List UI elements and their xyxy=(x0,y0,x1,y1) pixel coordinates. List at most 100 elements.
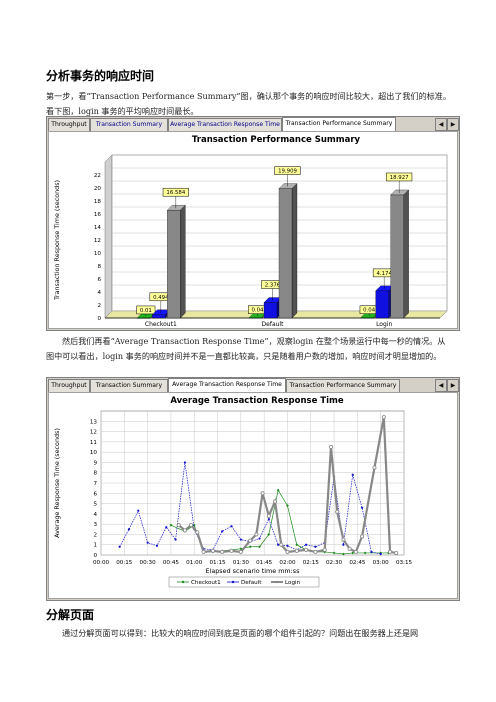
analysis-window-2: Throughput Transaction Summary Average T… xyxy=(46,377,460,601)
tab-transaction-performance-summary[interactable]: Transaction Performance Summary xyxy=(286,379,400,392)
data-label: 0.494 xyxy=(153,295,169,301)
tab-throughput[interactable]: Throughput xyxy=(48,118,90,131)
data-point xyxy=(360,506,364,509)
x-tick-label: 03:15 xyxy=(396,560,413,566)
data-point xyxy=(260,491,265,496)
chart-side-wall xyxy=(104,154,113,319)
tab-average-transaction-response-time[interactable]: Average Transaction Response Time xyxy=(168,378,286,393)
data-point xyxy=(195,530,200,535)
bar xyxy=(390,194,404,319)
y-tick-label: 7 xyxy=(93,481,97,487)
data-point xyxy=(379,552,382,556)
y-tick-label: 1 xyxy=(93,543,97,549)
data-point xyxy=(279,542,284,547)
average-transaction-response-time-chart: Average Transaction Response Time0123456… xyxy=(53,396,413,588)
page-breakdown-paragraph: 通过分解页面可以得到：比较大的响应时间到底是页面的哪个组件引起的？问题出在服务器… xyxy=(62,628,419,638)
y-tick-label: 12 xyxy=(94,238,101,244)
data-point xyxy=(118,545,121,548)
data-label: 0.04 xyxy=(363,308,376,314)
tab-scroll-left-icon[interactable]: ◀ xyxy=(435,118,447,131)
data-point xyxy=(351,473,354,476)
intro-paragraph: 第一步，看“Transaction Performance Summary”图，… xyxy=(46,91,451,117)
y-tick-label: 4 xyxy=(93,512,97,518)
data-point xyxy=(176,523,181,528)
data-point xyxy=(332,551,336,555)
data-point xyxy=(323,550,327,554)
y-tick-label: 11 xyxy=(90,440,98,446)
data-point xyxy=(342,552,345,556)
tab-strip: Throughput Transaction Summary Average T… xyxy=(47,117,459,132)
tab-average-transaction-response-time[interactable]: Average Transaction Response Time xyxy=(168,118,282,131)
legend-marker xyxy=(181,580,185,584)
x-tick-label: 01:30 xyxy=(233,560,250,566)
x-tick-label: Login xyxy=(376,321,392,328)
data-point xyxy=(127,528,131,531)
x-tick-label: 01:45 xyxy=(256,560,273,566)
data-point xyxy=(220,549,225,554)
data-point xyxy=(305,543,308,546)
data-point xyxy=(221,530,224,533)
tab-throughput[interactable]: Throughput xyxy=(48,379,90,392)
data-point xyxy=(353,549,358,554)
tab-scroll-left-icon[interactable]: ◀ xyxy=(435,379,447,392)
data-point xyxy=(254,532,259,537)
data-point xyxy=(285,549,290,554)
y-axis-label: Transaction Response Time (seconds) xyxy=(53,180,61,301)
bar xyxy=(152,314,166,319)
data-point xyxy=(169,523,173,527)
data-point xyxy=(267,533,271,536)
chart-panel-2: Average Transaction Response Time 0 1 2 3 4 5 6… xyxy=(48,392,458,599)
data-point xyxy=(314,545,317,548)
data-label-box xyxy=(386,172,413,182)
data-point xyxy=(174,538,177,541)
bar-side xyxy=(291,183,298,319)
data-point xyxy=(328,445,333,450)
data-point xyxy=(239,547,243,551)
data-label: 2.376 xyxy=(265,283,281,289)
section-heading-page-breakdown: 分解页面 xyxy=(46,608,95,622)
data-point xyxy=(322,547,327,552)
data-point xyxy=(248,545,252,549)
bar xyxy=(375,290,389,319)
data-point xyxy=(277,543,280,546)
data-point xyxy=(165,526,168,529)
data-point xyxy=(230,525,233,528)
data-point xyxy=(363,551,367,555)
data-point xyxy=(189,523,194,528)
chart-panel-1: Transaction Performance Summary 0 2 4 6 8 10 12… xyxy=(48,131,458,329)
x-tick-label: Checkout1 xyxy=(145,321,177,328)
x-tick-label: 01:15 xyxy=(209,560,226,566)
y-tick-label: 22 xyxy=(94,173,101,179)
transaction-performance-summary-chart: Transaction Performance Summary 0 2 4 6 8 10 12… xyxy=(53,135,448,328)
tab-transaction-summary[interactable]: Transaction Summary xyxy=(90,379,168,392)
data-point xyxy=(229,548,234,553)
y-tick-label: 3 xyxy=(93,522,97,528)
y-tick-label: 9 xyxy=(93,460,97,466)
data-point xyxy=(201,549,206,554)
bar xyxy=(360,317,374,319)
x-tick-label: 00:45 xyxy=(163,560,180,566)
legend-label: Default xyxy=(241,580,262,586)
data-point xyxy=(258,537,261,540)
data-point xyxy=(146,541,149,544)
data-point xyxy=(258,545,261,549)
x-tick-label: 02:45 xyxy=(349,560,366,566)
x-tick-label: Default xyxy=(262,321,285,328)
bar-side xyxy=(403,189,409,319)
tab-transaction-performance-summary[interactable]: Transaction Performance Summary xyxy=(282,117,396,132)
data-label: 4.174 xyxy=(376,271,392,277)
y-tick-label: 4 xyxy=(97,290,101,296)
y-tick-label: 8 xyxy=(93,471,97,477)
data-label-box xyxy=(162,187,189,197)
y-tick-label: 13 xyxy=(90,419,98,425)
tab-transaction-summary[interactable]: Transaction Summary xyxy=(90,118,168,131)
y-tick-label: 6 xyxy=(93,491,97,497)
data-point xyxy=(372,465,377,470)
data-point xyxy=(238,549,243,554)
x-tick-label: 03:00 xyxy=(373,560,390,566)
data-point xyxy=(342,543,345,546)
tab-scroll-right-icon[interactable]: ▶ xyxy=(447,118,459,131)
tab-scroll-right-icon[interactable]: ▶ xyxy=(447,379,459,392)
y-tick-label: 18 xyxy=(94,199,102,205)
x-tick-label: 01:00 xyxy=(186,560,203,566)
